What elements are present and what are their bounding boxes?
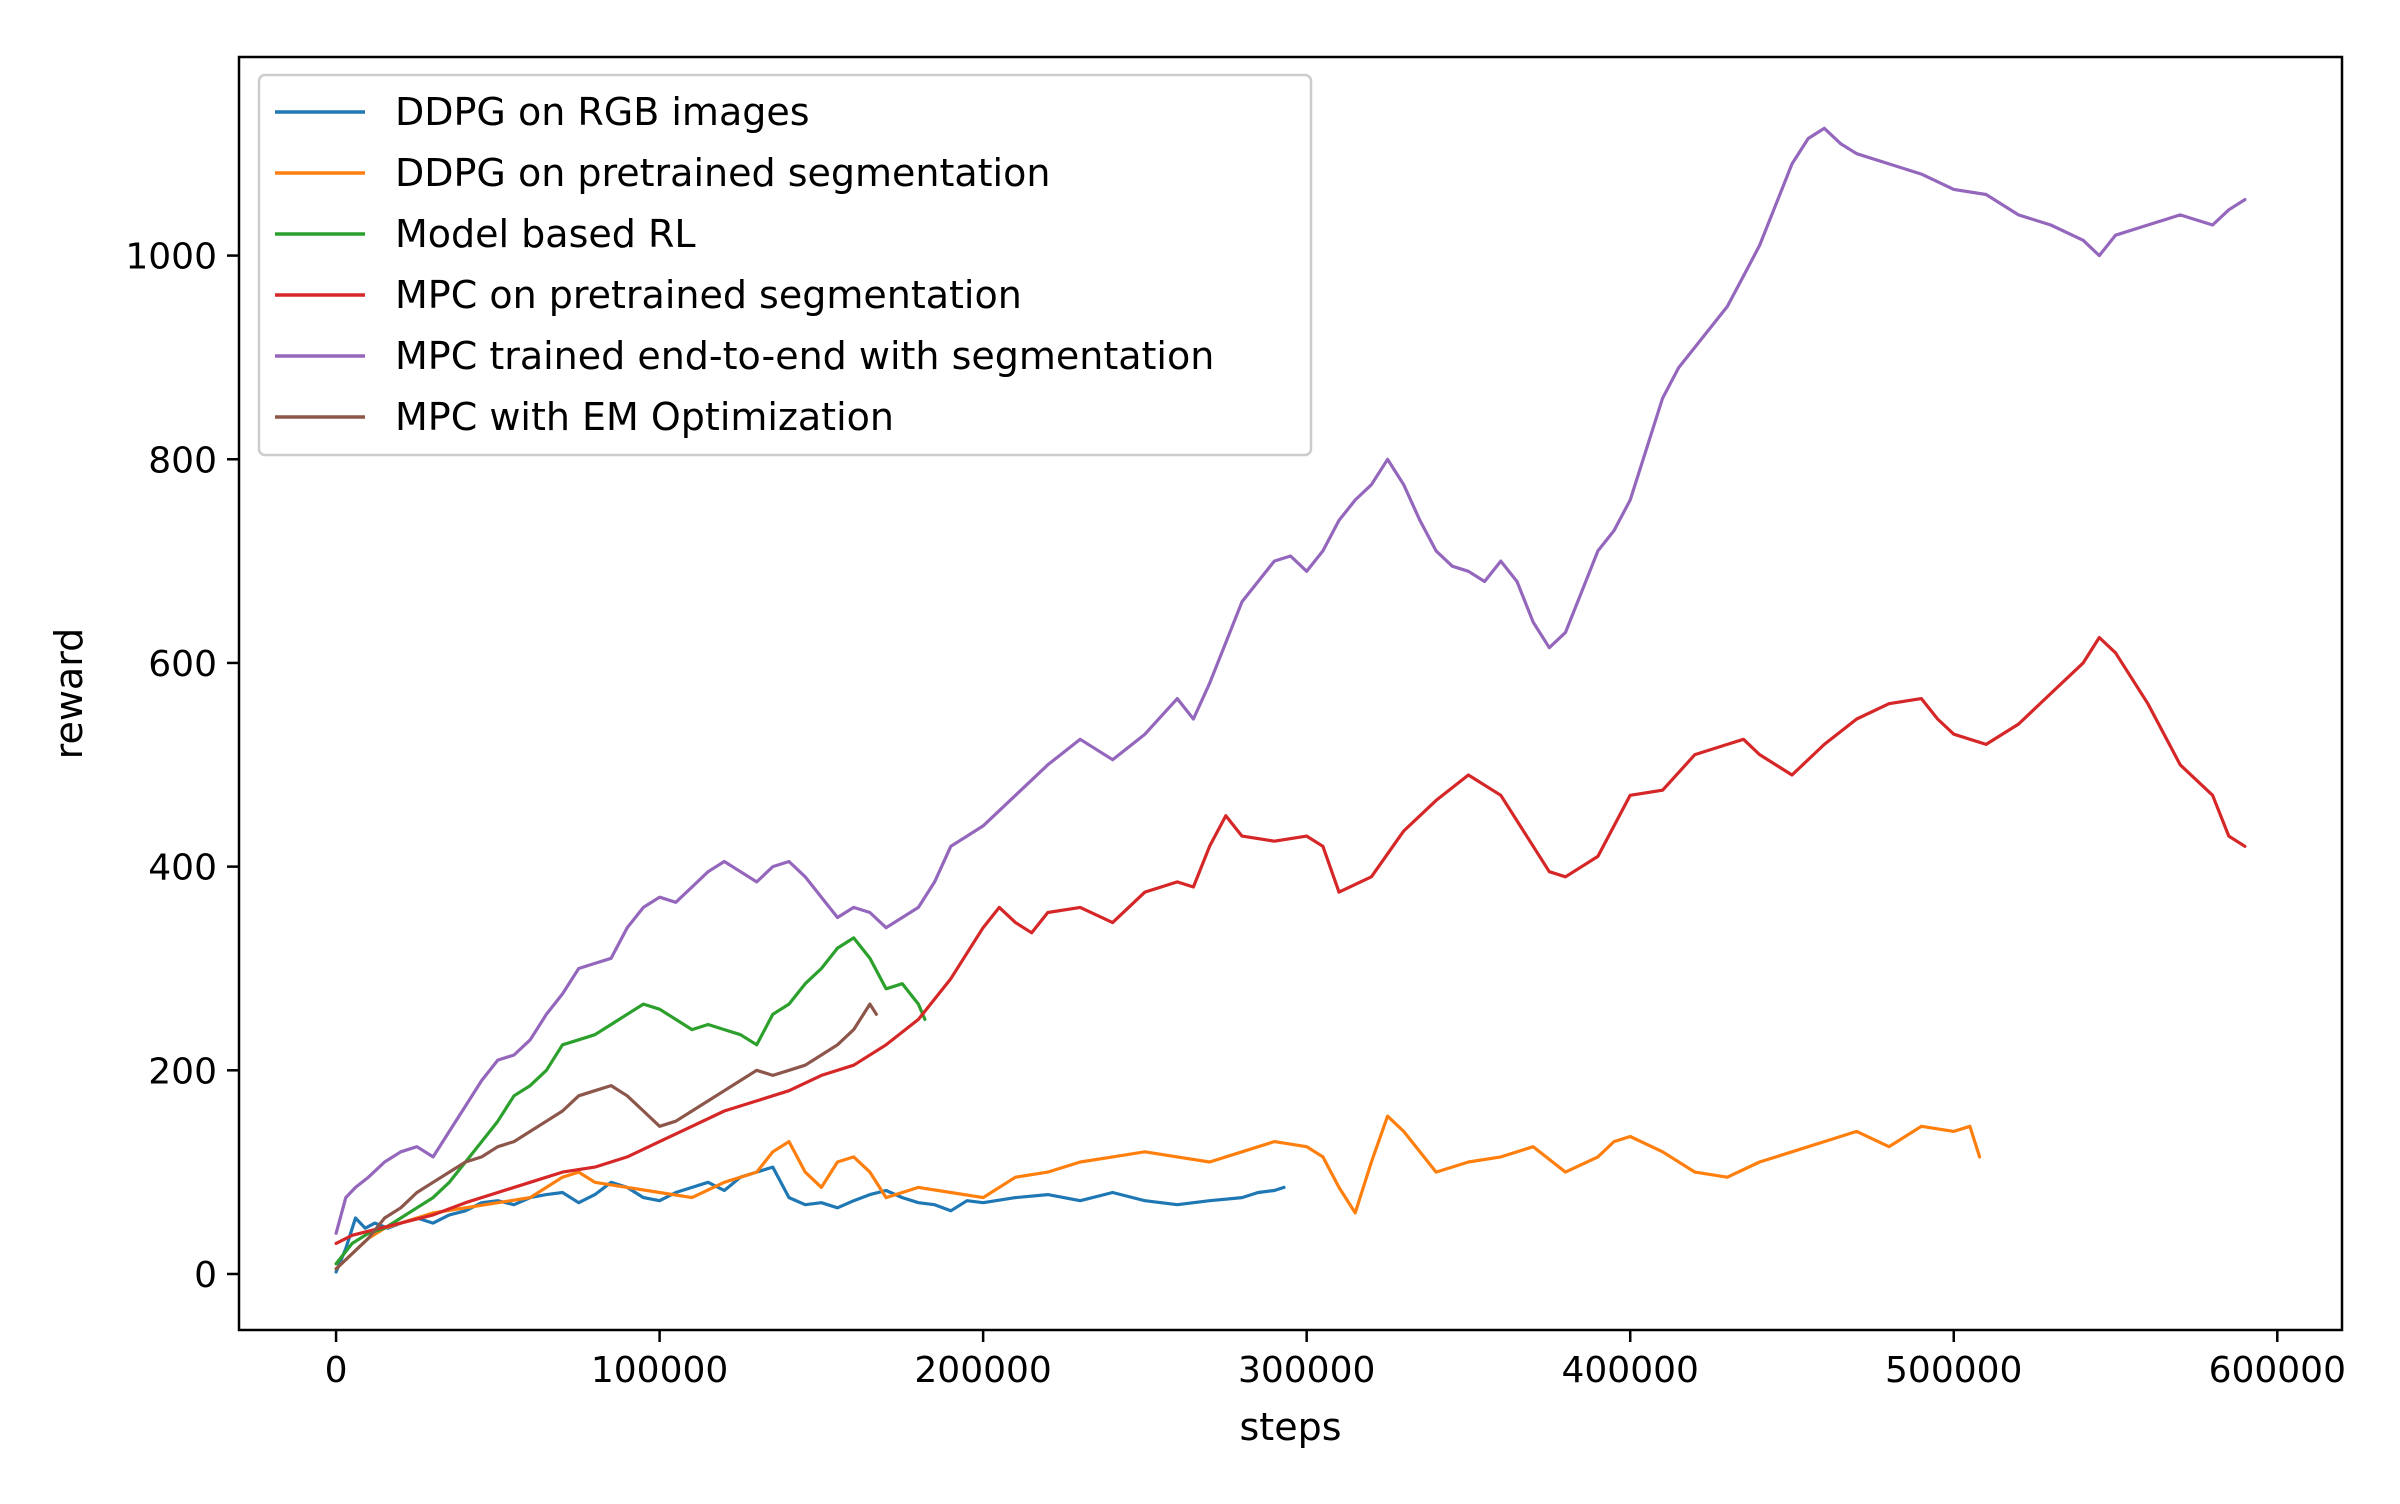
legend-label: DDPG on pretrained segmentation [395, 151, 1050, 195]
x-axis-label: steps [1240, 1405, 1342, 1449]
y-axis-label: reward [47, 628, 91, 760]
x-tick-label: 0 [325, 1350, 348, 1391]
x-tick-label: 200000 [914, 1350, 1051, 1391]
y-tick-label: 800 [148, 440, 217, 481]
y-tick-label: 1000 [125, 237, 217, 278]
x-tick-label: 300000 [1238, 1350, 1375, 1391]
legend: DDPG on RGB images DDPG on pretrained seg… [257, 73, 1313, 457]
plot-lines [334, 126, 2247, 1274]
y-tick-label: 400 [148, 848, 217, 889]
y-tick-label: 600 [148, 644, 217, 685]
y-tick-label: 0 [194, 1255, 217, 1296]
x-axis: 0 100000 200000 300000 400000 500000 600000 [325, 1330, 2346, 1391]
y-tick-label: 200 [148, 1051, 217, 1092]
series-line-1 [334, 1165, 1286, 1274]
legend-label: MPC on pretrained segmentation [395, 273, 1022, 317]
legend-label: DDPG on RGB images [395, 90, 810, 134]
series-line-2 [334, 1114, 1982, 1271]
series-line-6 [334, 1002, 878, 1271]
x-tick-label: 600000 [2209, 1350, 2346, 1391]
legend-label: Model based RL [395, 212, 696, 256]
series-line-3 [334, 936, 927, 1266]
plot-frame [237, 55, 2344, 1332]
legend-label: MPC trained end-to-end with segmentation [395, 334, 1214, 378]
x-tick-label: 100000 [591, 1350, 728, 1391]
series-line-4 [334, 635, 2247, 1245]
x-tick-label: 500000 [1885, 1350, 2022, 1391]
y-axis: 0 200 400 600 800 1000 [125, 237, 239, 1296]
x-tick-label: 400000 [1561, 1350, 1698, 1391]
legend-box [257, 73, 1313, 457]
series-line-5 [334, 126, 2247, 1235]
legend-label: MPC with EM Optimization [395, 395, 894, 439]
